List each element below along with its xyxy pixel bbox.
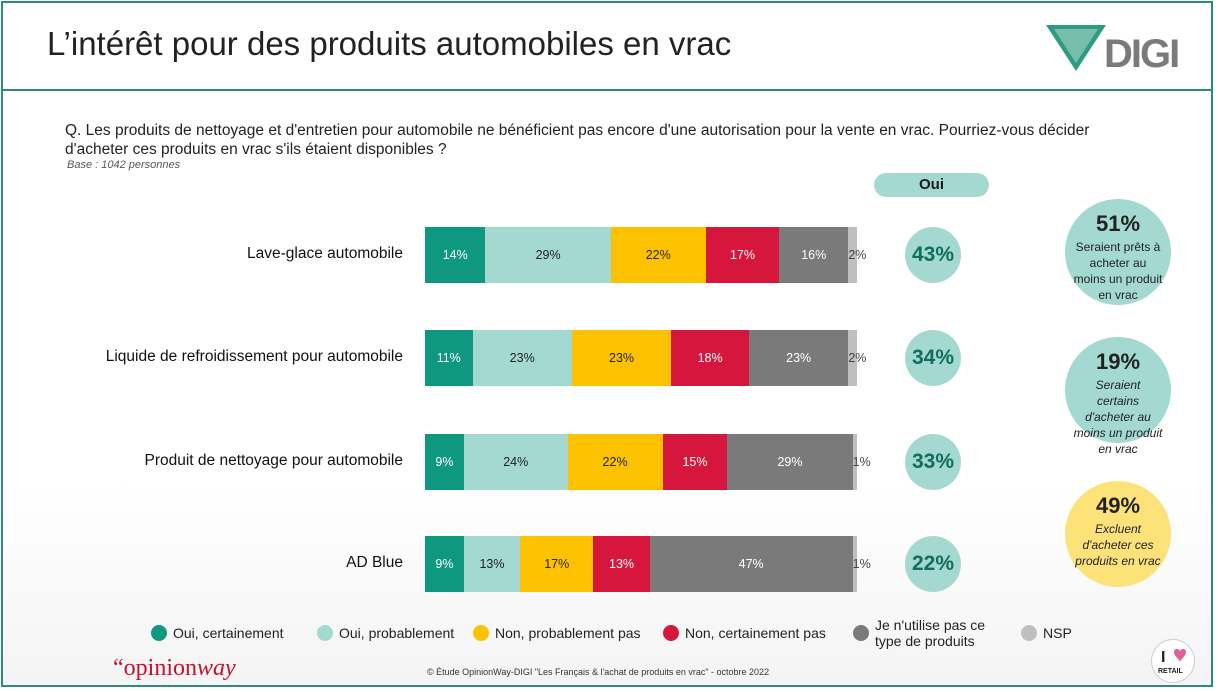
legend-item-non-probablement-pas: Non, probablement pas (473, 625, 641, 641)
bar-segment: 24% (463, 434, 568, 490)
legend-item-non-certainement-pas: Non, certainement pas (663, 625, 826, 641)
legend-swatch (151, 625, 167, 641)
bar-segment: 2% (848, 227, 866, 283)
bar-segment: 9% (425, 536, 464, 592)
category-label: Lave-glace automobile (247, 245, 403, 262)
bar-segment: 13% (463, 536, 521, 592)
bubble-value: 19% (1095, 349, 1141, 374)
page-title: L’intérêt pour des produits automobiles … (47, 25, 732, 62)
stacked-bar: 14% 29% 22% 17% 16% 2% (425, 227, 866, 283)
bubble-text: Seraient certains d'acheter au moins un … (1073, 378, 1163, 456)
header: L’intérêt pour des produits automobiles … (3, 3, 1211, 91)
oui-header: Oui (874, 173, 989, 197)
legend-swatch (473, 625, 489, 641)
stacked-bar: 11% 23% 23% 18% 23% 2% (425, 330, 866, 386)
legend-label: Non, probablement pas (495, 625, 641, 641)
bubble-value: 49% (1095, 493, 1141, 518)
oui-total: 33% (905, 434, 961, 490)
bar-segment: 14% (425, 227, 486, 283)
bar-segment: 1% (852, 434, 871, 490)
bar-segment: 17% (520, 536, 594, 592)
bubble-value: 51% (1095, 211, 1141, 236)
stacked-bar: 9% 24% 22% 15% 29% 1% (425, 434, 871, 490)
summary-bubble: 19% Seraient certains d'acheter au moins … (1065, 337, 1171, 456)
category-label: AD Blue (346, 554, 403, 571)
legend-swatch (663, 625, 679, 641)
legend-item-oui-probablement: Oui, probablement (317, 625, 454, 641)
question-text: Q. Les produits de nettoyage et d'entret… (65, 122, 1090, 158)
opinionway-prefix: “opinion (113, 655, 197, 681)
legend-label: Oui, probablement (339, 625, 455, 641)
oui-total: 22% (905, 536, 961, 592)
bubble-text: Excluent d'acheter ces produits en vrac (1075, 522, 1161, 568)
bar-segment: 2% (848, 330, 866, 386)
legend-label: Non, certainement pas (685, 625, 826, 641)
i-love-retail-logo: I RETAIL (1151, 639, 1195, 683)
bar-segment: 11% (425, 330, 473, 386)
stacked-bar: 9% 13% 17% 13% 47% 1% (425, 536, 871, 592)
legend-item-je-nutilise-pas: Je n'utilise pas ce type de produits (853, 617, 1013, 649)
svg-text:RETAIL: RETAIL (1158, 668, 1183, 675)
bar-segment: 23% (571, 330, 672, 386)
category-label: Liquide de refroidissement pour automobi… (105, 348, 403, 365)
bar-segment: 13% (593, 536, 650, 592)
bar-segment: 1% (852, 536, 871, 592)
bar-segment: 47% (649, 536, 853, 592)
summary-bubble: 49% Excluent d'acheter ces produits en vr… (1065, 481, 1171, 587)
bar-segment: 22% (610, 227, 706, 283)
legend-label: NSP (1043, 625, 1072, 641)
bubble-text: Seraient prêts à acheter au moins un pro… (1073, 240, 1163, 302)
legend-swatch (317, 625, 333, 641)
bar-segment: 15% (662, 434, 728, 490)
digi-logo: DIGI (1046, 25, 1180, 73)
bar-segment: 16% (779, 227, 849, 283)
opinionway-logo: “opinionway (113, 655, 236, 682)
legend-item-nsp: NSP (1021, 625, 1072, 641)
legend-label: Je n'utilise pas ce type de produits (875, 617, 986, 649)
legend-swatch (853, 625, 869, 641)
oui-total: 43% (905, 227, 961, 283)
legend-label: Oui, certainement (173, 625, 284, 641)
bar-segment: 23% (472, 330, 572, 386)
bar-segment: 17% (705, 227, 780, 283)
base-note: Base : 1042 personnes (67, 159, 181, 171)
bar-segment: 9% (425, 434, 464, 490)
oui-total: 34% (905, 330, 961, 386)
bar-segment: 18% (671, 330, 749, 386)
legend-swatch (1021, 625, 1037, 641)
footer-credit: © Étude OpinionWay-DIGI "Les Français & … (427, 667, 770, 677)
category-label: Produit de nettoyage pour automobile (144, 452, 403, 469)
opinionway-suffix: way (197, 655, 236, 681)
bar-segment: 29% (727, 434, 853, 490)
svg-text:DIGI: DIGI (1104, 32, 1178, 73)
bar-segment: 29% (485, 227, 611, 283)
svg-text:I: I (1161, 649, 1165, 666)
legend-item-oui-certainement: Oui, certainement (151, 625, 284, 641)
bar-segment: 23% (748, 330, 849, 386)
summary-bubble: 51% Seraient prêts à acheter au moins un … (1065, 199, 1171, 305)
bar-segment: 22% (567, 434, 663, 490)
